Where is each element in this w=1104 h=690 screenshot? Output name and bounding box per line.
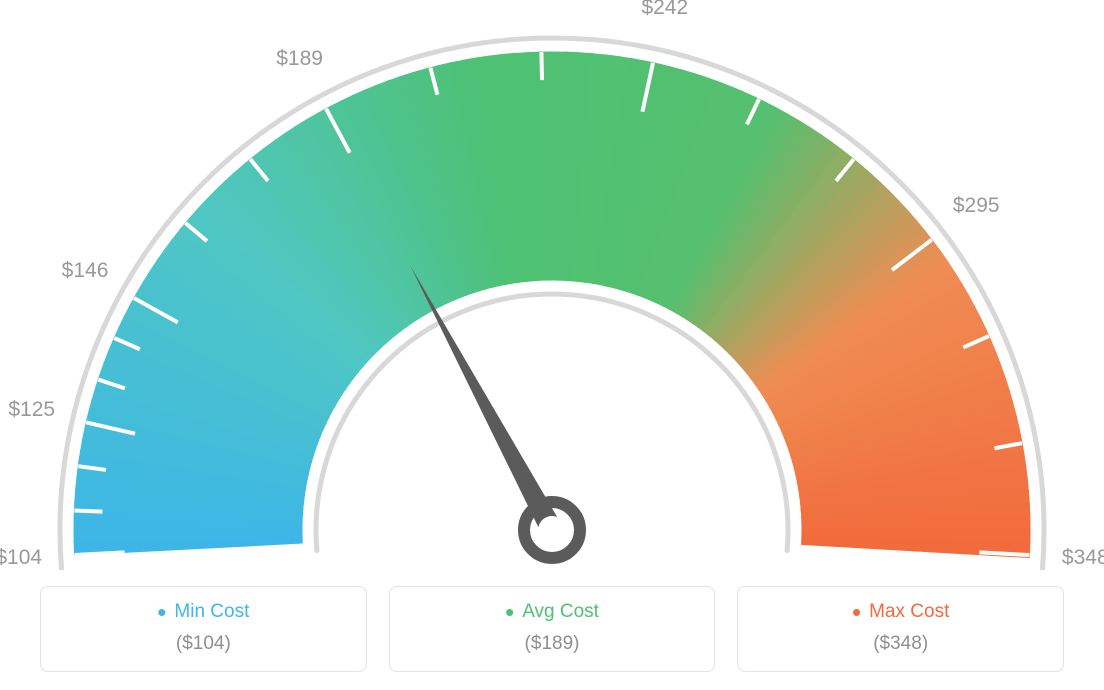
gauge-svg bbox=[0, 0, 1104, 570]
gauge-tick-label: $125 bbox=[8, 398, 55, 422]
legend-row: Min Cost ($104) Avg Cost ($189) Max Cost… bbox=[40, 586, 1064, 672]
gauge-tick-label: $104 bbox=[0, 546, 42, 570]
legend-title-max: Max Cost bbox=[748, 601, 1053, 623]
gauge-tick-label: $348 bbox=[1062, 546, 1104, 570]
legend-value-min: ($104) bbox=[51, 633, 356, 655]
gauge-tick-label: $189 bbox=[276, 47, 323, 71]
legend-card-max: Max Cost ($348) bbox=[737, 586, 1064, 672]
cost-gauge-chart: { "gauge": { "type": "gauge", "center": … bbox=[0, 0, 1104, 690]
legend-title-min: Min Cost bbox=[51, 601, 356, 623]
legend-value-avg: ($189) bbox=[400, 633, 705, 655]
legend-value-max: ($348) bbox=[748, 633, 1053, 655]
legend-card-avg: Avg Cost ($189) bbox=[389, 586, 716, 672]
gauge-tick-label: $295 bbox=[953, 194, 1000, 218]
gauge-tick-label: $146 bbox=[62, 259, 109, 283]
legend-card-min: Min Cost ($104) bbox=[40, 586, 367, 672]
gauge-area: $104 $125 $146 $189 $242 $295 $348 bbox=[0, 0, 1104, 570]
legend-title-avg: Avg Cost bbox=[400, 601, 705, 623]
gauge-tick-label: $242 bbox=[641, 0, 688, 20]
